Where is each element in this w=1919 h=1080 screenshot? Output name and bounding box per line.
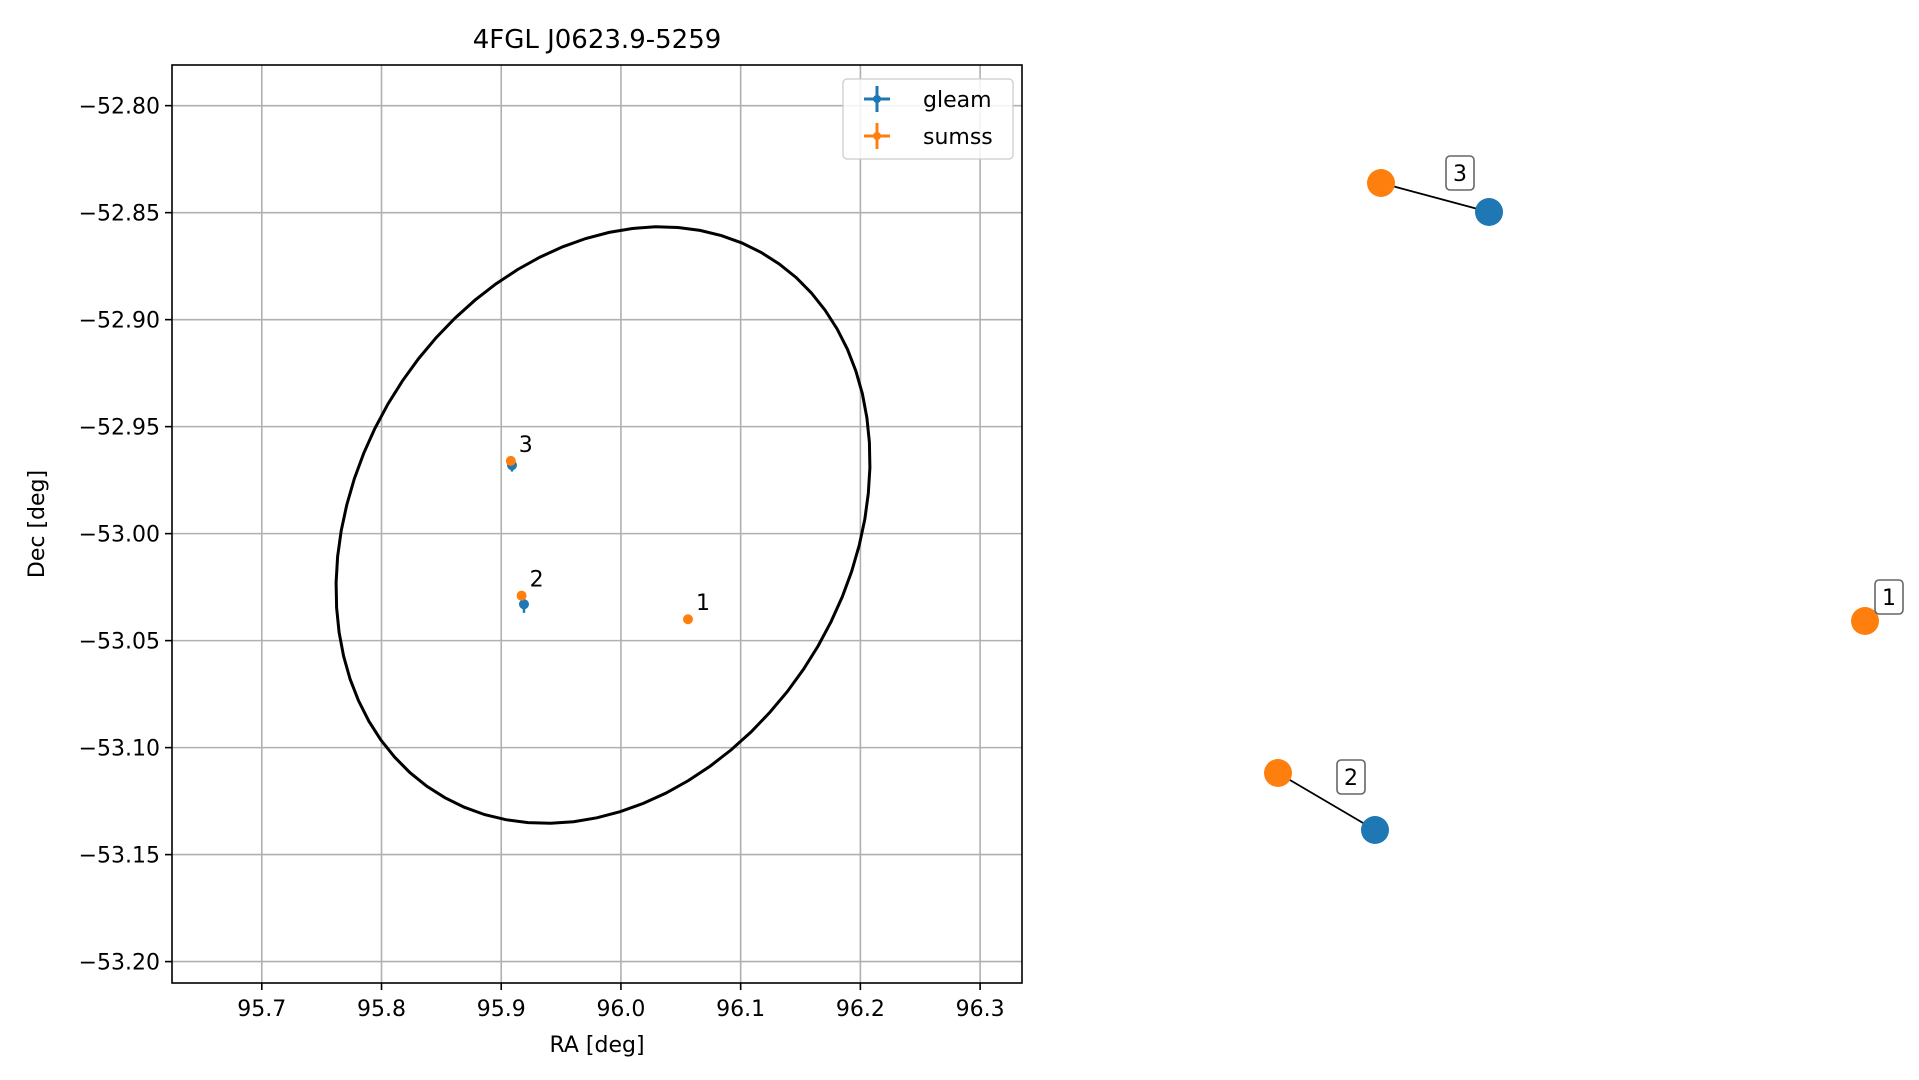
sky-position-chart: 4FGL J0623.9-5259 1 2 3 95.7 95.8 95.9 96.0 96…	[25, 25, 1023, 1058]
chart-title: 4FGL J0623.9-5259	[473, 25, 722, 55]
graph-label-box	[1336, 759, 1366, 795]
y-tick-label: −52.80	[79, 95, 160, 120]
graph-node	[1367, 169, 1395, 197]
graph-node	[1475, 198, 1503, 226]
y-tick-label: −53.15	[79, 844, 160, 869]
graph-label-box	[1445, 155, 1475, 191]
y-tick-label: −53.10	[79, 737, 160, 762]
point-labels: 1 2 3	[519, 433, 710, 616]
graph-node-label: 3	[1453, 162, 1467, 187]
legend-label-gleam: gleam	[923, 88, 992, 113]
y-tick-label: −52.95	[79, 416, 160, 441]
y-tick-label: −53.05	[79, 630, 160, 655]
x-axis-ticks: 95.7 95.8 95.9 96.0 96.1 96.2 96.3	[237, 983, 1005, 1022]
graph-edge	[1277, 772, 1376, 831]
x-axis-label: RA [deg]	[549, 1033, 644, 1058]
y-tick-label: −52.85	[79, 202, 160, 227]
point-label: 3	[519, 433, 533, 458]
y-tick-label: −52.90	[79, 309, 160, 334]
graph-node	[1361, 816, 1389, 844]
legend-marker-gleam	[873, 95, 881, 103]
legend: gleam sumss	[842, 78, 1014, 160]
y-tick-label: −53.20	[79, 951, 160, 976]
x-tick-label: 96.3	[956, 997, 1005, 1022]
graph-node	[1264, 759, 1292, 787]
gleam-point	[518, 599, 529, 610]
graph-node-label: 2	[1344, 766, 1358, 791]
graph-edge	[1380, 182, 1490, 213]
sumss-point	[682, 614, 693, 625]
graph-node	[1851, 607, 1879, 635]
axes-frame	[171, 64, 1023, 984]
y-tick-label: −53.00	[79, 523, 160, 548]
y-axis-ticks: −52.80 −52.85 −52.90 −52.95 −53.00 −53.05 −53.…	[79, 95, 172, 976]
localization-ellipse	[334, 225, 872, 825]
legend-marker-sumss	[873, 132, 881, 140]
point-label: 1	[696, 591, 710, 616]
x-tick-label: 95.9	[477, 997, 526, 1022]
graph-node-label: 1	[1882, 586, 1896, 611]
sumss-point	[505, 455, 516, 466]
data-points	[505, 455, 693, 625]
x-tick-label: 96.1	[716, 997, 765, 1022]
grid-lines	[172, 65, 1022, 983]
x-tick-label: 96.2	[836, 997, 885, 1022]
association-graph: 3 2 1	[1264, 155, 1904, 844]
x-tick-label: 95.8	[357, 997, 406, 1022]
sumss-point	[516, 590, 527, 601]
error-bars	[508, 458, 690, 621]
x-tick-label: 95.7	[237, 997, 286, 1022]
y-axis-label: Dec [deg]	[25, 470, 50, 578]
point-label: 2	[530, 568, 544, 593]
graph-label-box	[1874, 579, 1904, 615]
x-tick-label: 96.0	[596, 997, 645, 1022]
legend-label-sumss: sumss	[923, 125, 993, 150]
